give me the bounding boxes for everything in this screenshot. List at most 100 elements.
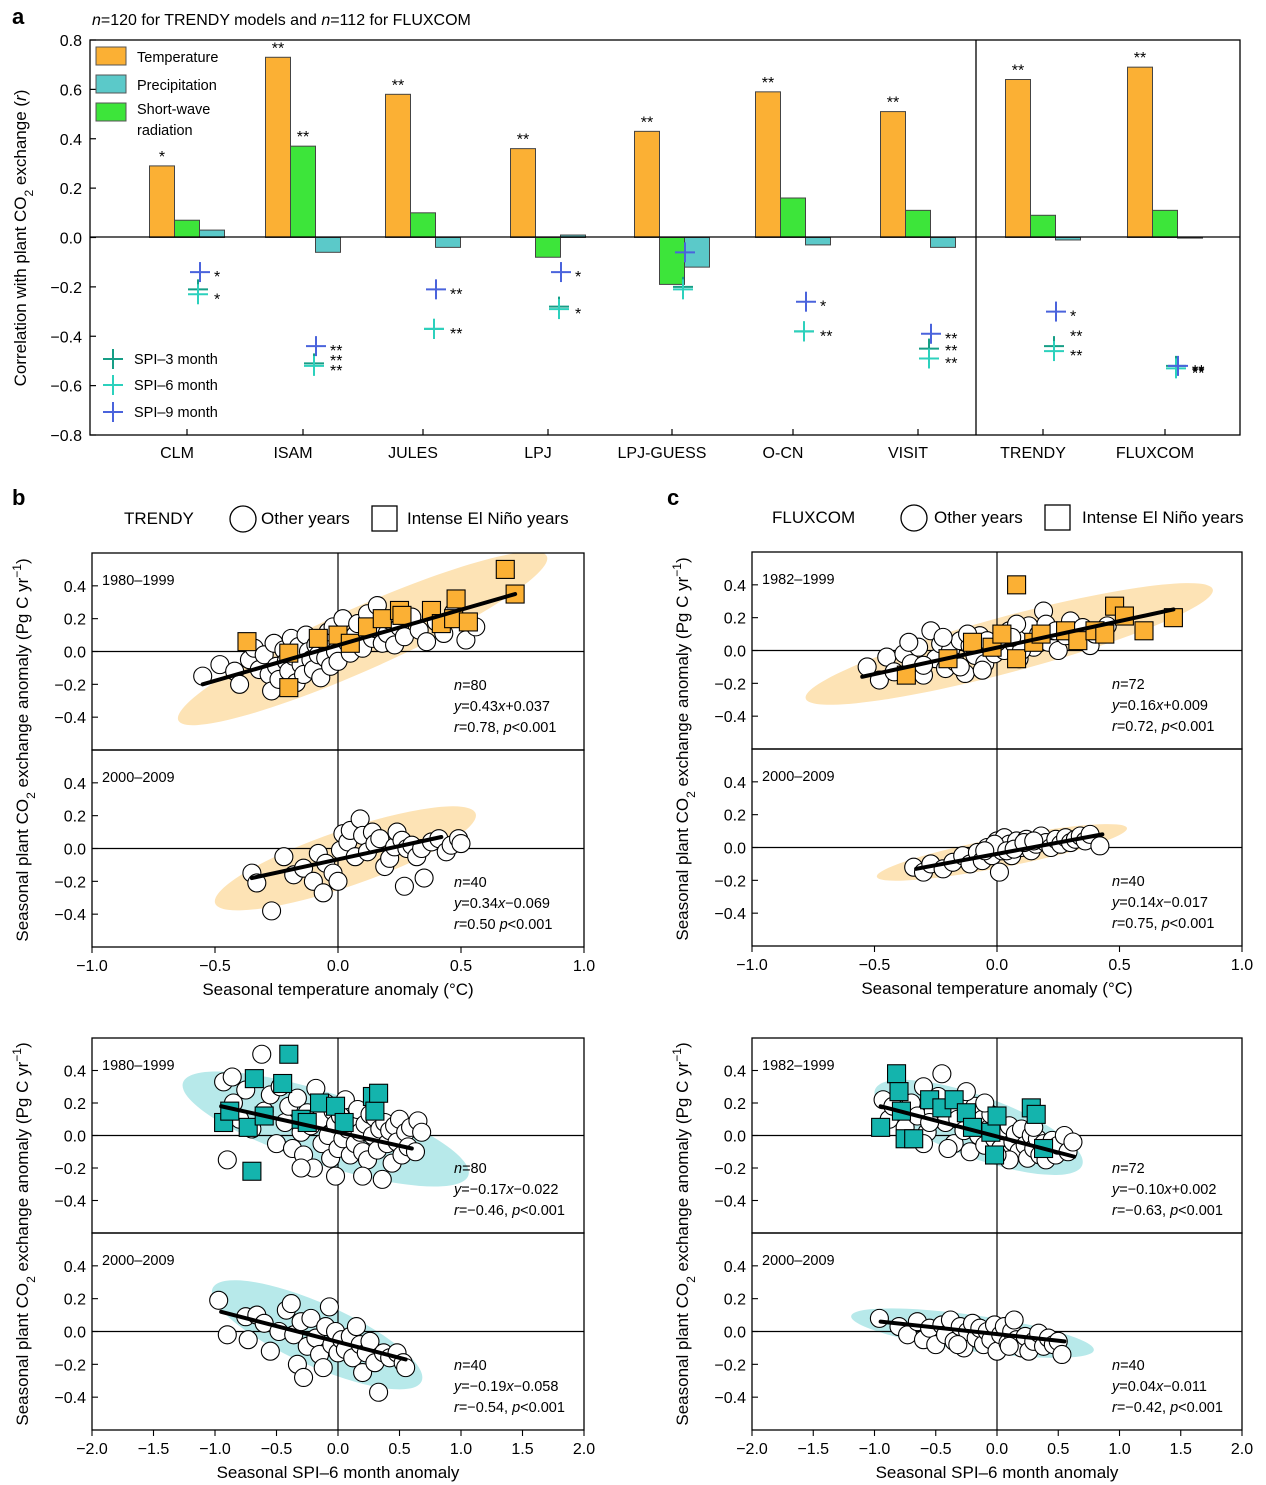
point-other-year <box>948 1335 968 1355</box>
sig-spi-isam-0: ** <box>330 343 342 360</box>
xtick-label: −0.5 <box>261 1441 293 1458</box>
panel-a-bar-legend: Temperature Precipitation Short-wave rad… <box>95 46 218 139</box>
legend-swatch-radiation <box>95 102 127 122</box>
sig-temperature-visit: ** <box>887 95 899 112</box>
panel-c-group-label: FLUXCOM <box>772 508 855 527</box>
sig-spi-lpj-1: * <box>575 306 581 323</box>
key-label-el-nino: Intense El Niño years <box>407 509 569 528</box>
stat-equation: y=−0.10x+0.002 <box>1111 1182 1216 1198</box>
ytick-label: 0.4 <box>724 578 746 595</box>
panel-a-spi-markers <box>188 242 1188 379</box>
key-circle-other-years <box>229 505 257 533</box>
bar-precipitation-jules <box>435 237 461 248</box>
subplot-plot-area <box>92 1038 584 1233</box>
marker-spi6-lpj-guess <box>673 279 693 300</box>
panel-a-x-axis: CLM ISAM JULES LPJ LPJ-GUESS O-CN VISIT TRENDY F… <box>160 429 1194 462</box>
bar-temperature-trendy <box>1005 79 1031 238</box>
scatter-b-spi: −0.4 −0.2 0.0 0.2 0.4 1980–1999 n=80 y=−0.17x−0… <box>10 1037 595 1482</box>
subplot-c-spi-0: −0.4 −0.2 0.0 0.2 0.4 1982–1999 n=72 y=−0.10x+0… <box>714 1037 1243 1234</box>
x-axis-title: Seasonal SPI–6 month anomaly <box>217 1463 460 1482</box>
point-el-nino-year <box>1134 621 1154 641</box>
point-other-year <box>274 847 294 867</box>
subplot-c-spi-1: −0.4 −0.2 0.0 0.2 0.4 2000–2009 n=40 y=0.04x−0.… <box>714 1232 1243 1431</box>
a-ytick-label: 0.0 <box>60 231 82 248</box>
point-el-nino-year <box>871 1117 891 1137</box>
scatter-panels: −0.4 −0.2 0.0 0.2 0.4 1980–1999 n=80 y=0.43x+0.… <box>10 551 1253 1482</box>
marker-spi6-jules <box>424 318 444 339</box>
subplot-b-temp-0: −0.4 −0.2 0.0 0.2 0.4 1980–1999 n=80 y=0.43x+0.… <box>54 552 585 751</box>
marker-spi6-o-cn <box>794 321 814 342</box>
ytick-label: −0.4 <box>54 907 86 924</box>
point-el-nino-year <box>904 1129 924 1149</box>
stat-equation: y=0.43x+0.037 <box>453 699 550 715</box>
marker-spi9-clm <box>190 262 210 283</box>
y-axis-title: Seasonal plant CO2 exchange anomaly (Pg … <box>670 557 698 940</box>
stat-equation: y=0.14x−0.017 <box>1111 895 1208 911</box>
bar-precipitation-o-cn <box>805 237 831 246</box>
xtick-label: 0.0 <box>986 957 1008 974</box>
subplot-c-temp-1: −0.4 −0.2 0.0 0.2 0.4 2000–2009 n=40 y=0.14x−0.… <box>714 748 1243 947</box>
a-xtick-label-lpj: LPJ <box>524 445 552 462</box>
ytick-label: −0.2 <box>54 874 86 891</box>
bar-short-wave-radiation-lpj-guess <box>659 237 685 285</box>
subplot-plot-area <box>752 1233 1242 1430</box>
bar-temperature-jules <box>385 93 411 238</box>
stat-equation: y=0.16x+0.009 <box>1111 698 1208 714</box>
sig-spi-jules-1: ** <box>450 326 462 343</box>
point-el-nino-year <box>1026 1104 1046 1124</box>
marker-spi6-visit <box>919 348 939 369</box>
a-xtick-label-lpj-guess: LPJ-GUESS <box>618 445 707 462</box>
panel-a: a n=120 for TRENDY models and n=112 for … <box>11 4 1241 462</box>
stat-n: n=80 <box>454 678 487 694</box>
subplot-plot-area <box>92 1233 584 1430</box>
ytick-label: 0.0 <box>724 1129 746 1146</box>
period-label: 1980–1999 <box>102 1058 175 1074</box>
panel-b-header: b TRENDY Other years Intense El Niño yea… <box>12 485 569 533</box>
period-label: 1982–1999 <box>762 1058 835 1074</box>
xtick-label: −0.5 <box>859 957 891 974</box>
xtick-label: 0.5 <box>1108 957 1130 974</box>
stat-n: n=80 <box>454 1161 487 1177</box>
sig-spi-visit-2: ** <box>945 355 957 372</box>
bar-temperature-isam <box>265 56 291 238</box>
marker-spi6-isam <box>304 355 324 376</box>
legend-label-precipitation: Precipitation <box>137 78 217 94</box>
sig-spi-lpj-0: * <box>575 269 581 286</box>
point-el-nino-year <box>244 1069 264 1089</box>
scatter-b-temp: −0.4 −0.2 0.0 0.2 0.4 1980–1999 n=80 y=0.43x+0.… <box>10 552 595 999</box>
panel-a-significance: ********************************* *** ****… <box>159 40 1205 382</box>
xtick-label: −1.5 <box>797 1441 829 1458</box>
point-other-year <box>989 862 1010 882</box>
ytick-label: −0.2 <box>54 1357 86 1374</box>
point-other-year <box>313 883 333 903</box>
point-el-nino-year <box>365 1101 385 1121</box>
point-other-year <box>1063 1132 1083 1152</box>
point-other-year <box>238 1330 258 1350</box>
point-other-year <box>1004 1310 1024 1330</box>
stat-correlation: r=−0.54, p<0.001 <box>454 1400 565 1416</box>
point-el-nino-year <box>392 605 412 625</box>
xtick-label: 0.5 <box>450 958 472 975</box>
legend-marker-spi9 <box>103 402 123 422</box>
regression-line <box>914 832 1105 871</box>
stat-n: n=72 <box>1112 1161 1145 1177</box>
sig-spi-trendy-2: ** <box>1070 348 1082 365</box>
a-ytick-label: 0.8 <box>60 33 82 50</box>
subplot-c-temp-0: −0.4 −0.2 0.0 0.2 0.4 1982–1999 n=72 y=0.16x+0.… <box>714 551 1243 750</box>
stat-n: n=40 <box>454 1358 487 1374</box>
subplot-b-spi-0: −0.4 −0.2 0.0 0.2 0.4 1980–1999 n=80 y=−0.17x−0… <box>54 1037 585 1234</box>
point-other-year <box>209 1290 229 1310</box>
point-el-nino-year <box>308 628 328 648</box>
ytick-label: −0.4 <box>714 709 746 726</box>
legend-label-spi3: SPI–3 month <box>134 352 218 368</box>
xtick-label: −1.0 <box>736 957 768 974</box>
key-label-other-years: Other years <box>261 509 350 528</box>
marker-spi9-isam <box>306 336 326 357</box>
xtick-label: 1.5 <box>511 1441 533 1458</box>
point-el-nino-year <box>1007 649 1027 669</box>
point-el-nino-year <box>334 1112 354 1133</box>
legend-label-spi9: SPI–9 month <box>134 405 218 421</box>
point-other-year <box>1090 836 1110 856</box>
bar-temperature-clm <box>149 165 175 238</box>
point-other-year <box>1052 1344 1072 1365</box>
